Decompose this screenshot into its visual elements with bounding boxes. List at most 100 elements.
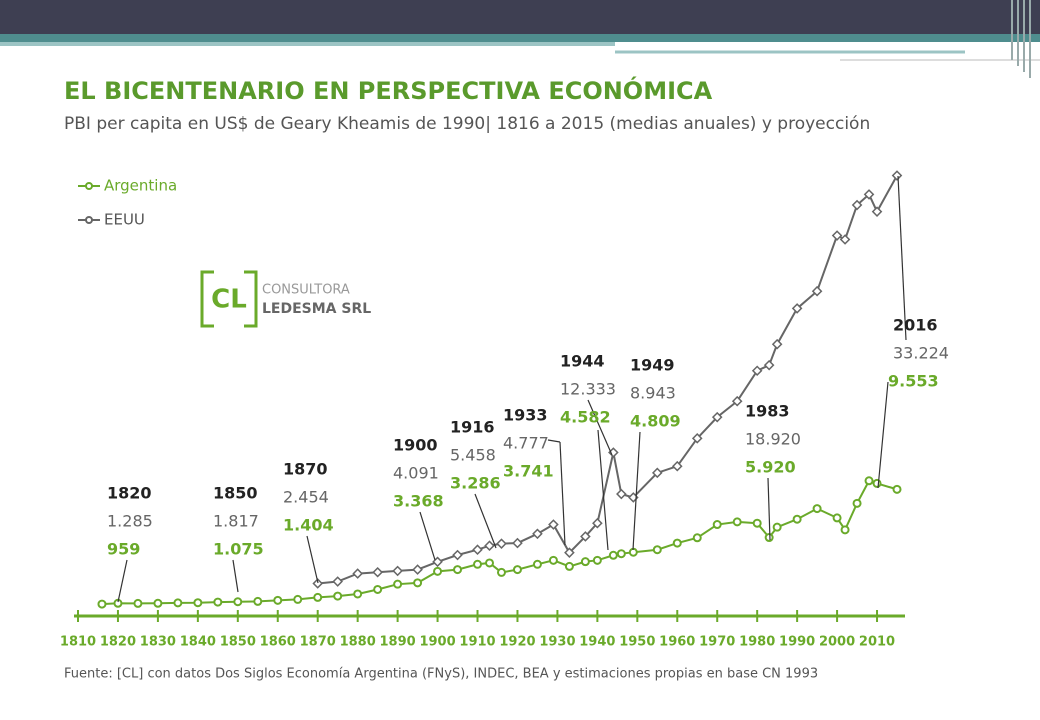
annotation-year: 1949 (630, 356, 675, 375)
marker (313, 592, 323, 602)
marker (691, 433, 703, 444)
annotation-ar: 5.920 (745, 458, 796, 477)
marker (772, 522, 782, 532)
marker (97, 599, 107, 609)
marker (473, 559, 483, 569)
marker (353, 589, 363, 599)
title: EL BICENTENARIO EN PERSPECTIVA ECONÓMICA (64, 75, 713, 105)
annotation-year: 1933 (503, 406, 548, 425)
marker (133, 598, 143, 608)
annotation-year: 1944 (560, 352, 605, 371)
marker (852, 498, 862, 508)
x-tick-label: 1960 (659, 635, 695, 650)
x-tick-label: 1990 (779, 635, 815, 650)
annotation-ar: 3.741 (503, 462, 554, 481)
marker (413, 578, 423, 588)
annotation-ar: 3.368 (393, 492, 444, 511)
logo-bracket (200, 270, 258, 328)
marker (608, 550, 618, 560)
marker (312, 578, 324, 589)
marker (373, 584, 383, 594)
legend-label: Argentina (104, 177, 177, 195)
marker (548, 555, 558, 565)
leader-line (474, 493, 497, 549)
marker (792, 514, 802, 524)
marker (892, 484, 902, 494)
leader-line (419, 511, 436, 561)
annotation-us: 4.777 (503, 434, 549, 453)
leader-line (117, 559, 128, 603)
marker (711, 411, 723, 423)
x-tick-label: 1870 (300, 635, 336, 650)
annotation-year: 1983 (745, 402, 790, 421)
marker (333, 591, 343, 601)
annotation-year: 1916 (450, 418, 495, 437)
marker (532, 559, 542, 569)
annotation-us: 33.224 (893, 344, 949, 363)
leader-line (632, 431, 641, 551)
x-tick-label: 2010 (859, 635, 895, 650)
legend-label: EEUU (104, 211, 145, 229)
marker (692, 533, 702, 543)
marker (592, 517, 603, 529)
marker (652, 545, 662, 555)
x-tick-label: 1830 (140, 635, 176, 650)
leader-line (587, 399, 613, 456)
x-tick-label: 1950 (619, 635, 655, 650)
annotation-ar: 1.404 (283, 516, 334, 535)
marker (484, 540, 495, 552)
marker (851, 199, 863, 211)
marker (548, 519, 559, 530)
marker (352, 568, 363, 579)
leader-line (897, 175, 907, 341)
marker (732, 517, 742, 527)
marker (891, 170, 903, 181)
annotation-ar: 4.809 (630, 412, 681, 431)
marker (671, 460, 683, 472)
marker (840, 525, 850, 535)
annotation-ar: 3.286 (450, 474, 501, 493)
marker (293, 594, 303, 604)
marker (564, 561, 574, 571)
annotation-year: 1850 (213, 484, 258, 503)
teal-stripe (0, 34, 1040, 42)
marker (832, 513, 842, 523)
marker (812, 504, 822, 514)
x-tick-label: 1890 (380, 635, 416, 650)
marker (496, 567, 506, 577)
marker (273, 595, 283, 605)
annotation-ar: 9.553 (888, 372, 939, 391)
logo-line2: LEDESMA SRL (262, 301, 371, 317)
marker (872, 478, 882, 488)
annotation-year: 1870 (283, 460, 328, 479)
marker (512, 537, 523, 549)
marker (751, 365, 763, 377)
x-tick-label: 1910 (459, 635, 495, 650)
marker (763, 359, 775, 371)
marker (532, 528, 543, 540)
leader-line (559, 441, 566, 546)
annotation-ar: 959 (107, 540, 140, 559)
marker (616, 488, 627, 500)
leader-line (306, 535, 319, 584)
logo-mark: CL (211, 285, 247, 315)
leader-line (767, 477, 771, 541)
annotation-us: 2.454 (283, 488, 329, 507)
top-bar (0, 0, 1040, 34)
marker (372, 566, 383, 578)
annotation-us: 1.817 (213, 512, 259, 531)
marker (472, 544, 483, 556)
marker (616, 549, 626, 559)
marker (771, 338, 783, 350)
marker (731, 395, 743, 407)
leader-line (877, 381, 889, 489)
marker (564, 547, 575, 558)
x-tick-label: 1810 (60, 635, 96, 650)
annotation-year: 1820 (107, 484, 152, 503)
x-tick-label: 1900 (419, 635, 455, 650)
marker (651, 467, 663, 479)
marker (791, 303, 803, 314)
marker (864, 476, 874, 486)
marker (433, 566, 443, 576)
